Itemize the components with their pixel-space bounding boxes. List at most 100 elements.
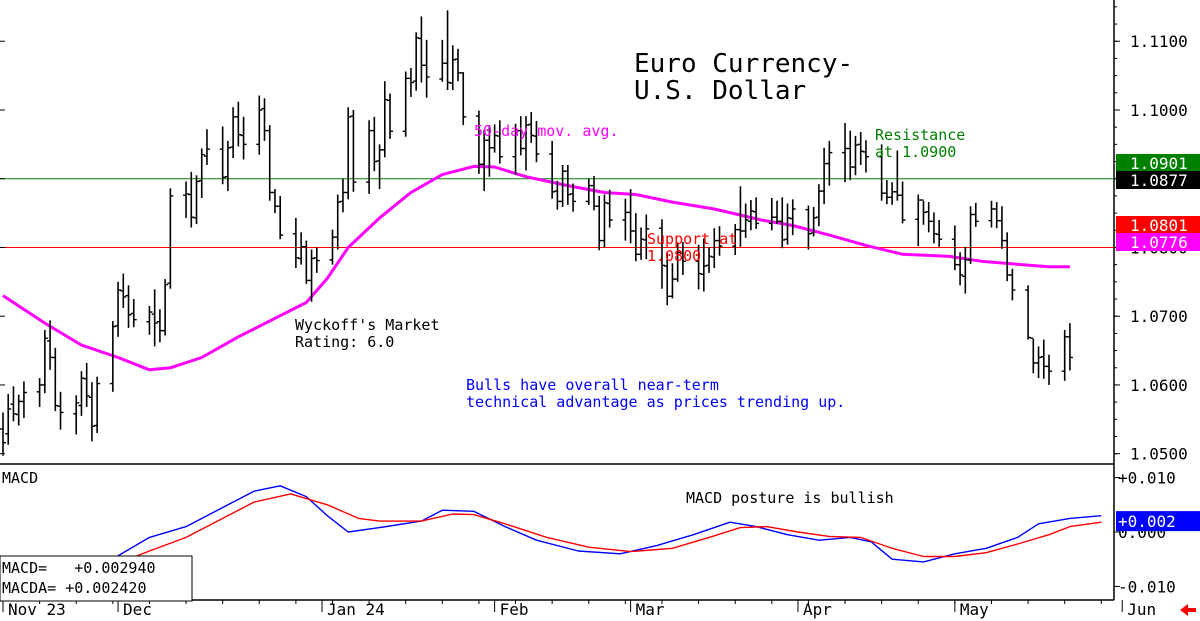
price-bar [36, 378, 43, 407]
price-bar [261, 98, 268, 141]
price-bar [313, 247, 320, 273]
price-bar [1046, 354, 1052, 385]
price-bar [972, 202, 979, 227]
price-bar [235, 101, 242, 147]
price-bar [125, 285, 132, 328]
price-bar [240, 116, 247, 160]
x-tick-label: Mar [636, 600, 665, 619]
price-bar [716, 226, 723, 256]
x-tick-label: May [960, 600, 989, 619]
price-bar [193, 175, 200, 225]
price-bar [632, 213, 639, 262]
price-bar [15, 394, 22, 426]
price-bar [183, 181, 190, 218]
x-tick-label: Feb [500, 600, 529, 619]
price-bar [460, 72, 467, 126]
macd-panel-title: MACD [2, 469, 38, 487]
support-label-line-1: Support at [647, 230, 737, 248]
price-bar [1025, 285, 1032, 340]
price-bar [842, 123, 849, 183]
price-bar [339, 178, 346, 213]
price-bar [5, 393, 12, 445]
price-bar [298, 232, 305, 265]
price-y-tick-label: 1.0600 [1130, 376, 1188, 395]
price-bar [998, 206, 1005, 249]
price-bar [115, 281, 122, 337]
price-bar [271, 189, 278, 214]
price-bar [742, 203, 749, 238]
price-bar [1030, 337, 1037, 374]
price-bar [643, 214, 650, 260]
price-bar [706, 247, 713, 273]
price-bar [402, 71, 409, 137]
wyckoff-rating-line-1: Wyckoff's Market [295, 316, 440, 334]
price-bar [256, 95, 263, 155]
price-bar [198, 148, 205, 198]
price-bar [962, 246, 969, 294]
price-bar [747, 200, 754, 231]
price-bar [371, 116, 378, 172]
price-bar [852, 136, 859, 176]
price-bar [957, 252, 964, 286]
price-bar [455, 48, 462, 82]
price-bar [549, 140, 556, 199]
price-bar [449, 45, 456, 91]
macd-posture-note: MACD posture is bullish [686, 489, 894, 507]
price-bar [156, 309, 163, 343]
price-badge-label: 1.0801 [1130, 216, 1188, 235]
price-bar [350, 109, 357, 192]
price-bar [413, 32, 420, 91]
price-bar [407, 68, 414, 97]
price-bar [533, 120, 540, 163]
price-bar [10, 386, 17, 422]
x-tick-label: Nov 23 [8, 600, 66, 619]
price-bar [167, 188, 174, 289]
price-badge [1116, 216, 1200, 234]
x-tick-label: Dec [123, 600, 152, 619]
price-bar [444, 10, 451, 91]
price-badge [1116, 233, 1200, 251]
price-bar [0, 412, 6, 456]
wyckoff-rating-line-2: Rating: 6.0 [295, 333, 394, 351]
price-bar [669, 263, 676, 299]
price-bar [224, 140, 231, 192]
price-bar [1035, 346, 1042, 379]
bulls-note-line-1: Bulls have overall near-term [466, 376, 719, 394]
price-bar [857, 131, 864, 165]
macd-y-tick-label: -0.010 [1118, 577, 1176, 596]
price-bar [146, 305, 153, 335]
price-bar [345, 107, 352, 200]
price-bar [120, 273, 127, 308]
price-bar [57, 391, 64, 430]
chart-title-line-2: U.S. Dollar [634, 76, 806, 106]
price-bar [366, 120, 373, 194]
bulls-note-line-2: technical advantage as prices trending u… [466, 393, 845, 411]
scroll-left-arrow-icon[interactable] [1180, 604, 1196, 616]
price-badge [1116, 154, 1200, 172]
price-bar [1066, 323, 1073, 371]
macd-y-tick-label: +0.010 [1118, 469, 1176, 488]
price-bar [622, 198, 629, 241]
price-bar [41, 329, 48, 394]
price-bar [151, 289, 158, 347]
price-bar [674, 242, 681, 282]
price-bar [821, 147, 828, 205]
price-bar [277, 195, 284, 240]
macd-badge-label: +0.002 [1118, 512, 1176, 531]
price-bar [94, 376, 101, 434]
price-bar [292, 217, 299, 269]
price-bar [679, 241, 686, 275]
support-label-line-2: 1.0800 [647, 247, 701, 265]
price-bar [774, 200, 781, 225]
price-bar [753, 197, 760, 229]
price-bar [993, 202, 1000, 229]
x-tick-label: Jan 24 [327, 600, 385, 619]
price-y-tick-label: 1.1000 [1130, 101, 1188, 120]
price-bar [936, 219, 943, 247]
price-bar [88, 382, 95, 442]
price-bar [83, 362, 90, 407]
price-bar [606, 189, 613, 228]
price-bar [188, 171, 195, 228]
price-badge-label: 1.0776 [1130, 233, 1188, 252]
price-badge [1116, 171, 1200, 189]
